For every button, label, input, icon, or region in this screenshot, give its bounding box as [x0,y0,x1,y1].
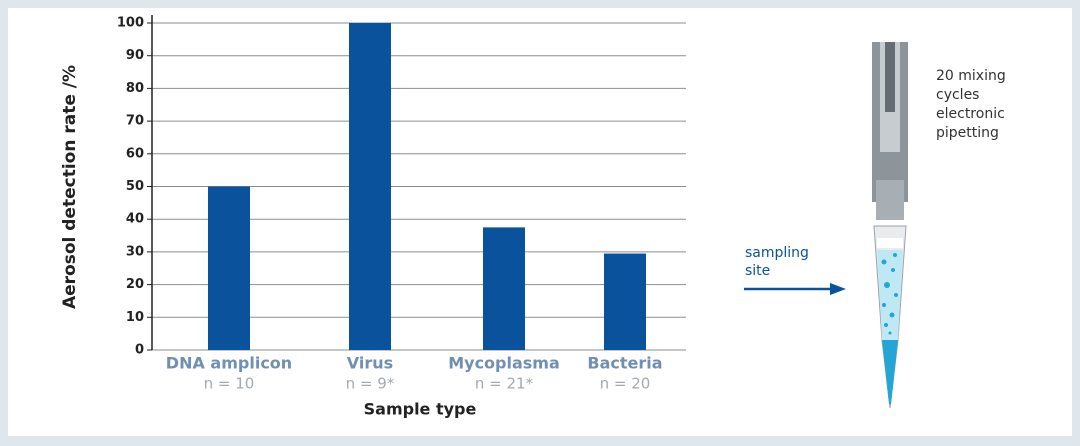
y-tick-label: 10 [126,310,144,325]
y-tick-label: 50 [126,179,144,194]
mixing-note: electronic [936,106,1005,122]
bar [208,186,250,350]
sampling-note: sampling [745,245,809,261]
y-tick-label: 30 [126,244,144,259]
y-tick-label: 70 [126,114,144,129]
sample-size: n = 21* [475,375,534,393]
y-tick-label: 60 [126,146,144,161]
x-axis-title: Sample type [364,400,477,419]
y-tick-label: 80 [126,81,144,96]
sample-size: n = 9* [346,375,395,393]
x-tick-label: Mycoplasma [448,354,560,373]
y-tick-label: 40 [126,212,144,227]
x-tick-label: Virus [347,354,393,373]
y-tick-label: 90 [126,48,144,63]
y-tick-label: 0 [135,343,144,358]
sample-size: n = 10 [204,375,255,393]
x-tick-label: Bacteria [587,354,662,373]
y-tick-label: 20 [126,277,144,292]
mixing-note: 20 mixing [936,68,1006,84]
sampling-arrow [744,283,846,295]
pipette [872,42,908,409]
x-tick-label: DNA amplicon [166,354,292,373]
mixing-note: pipetting [936,125,999,141]
bar [604,253,646,350]
bar [349,23,391,350]
sample-size: n = 20 [600,375,651,393]
mixing-note: cycles [936,87,979,103]
y-axis-title: Aerosol detection rate /% [60,65,80,309]
y-tick-label: 100 [117,16,144,31]
sampling-note: site [745,263,770,279]
bar [483,227,525,350]
